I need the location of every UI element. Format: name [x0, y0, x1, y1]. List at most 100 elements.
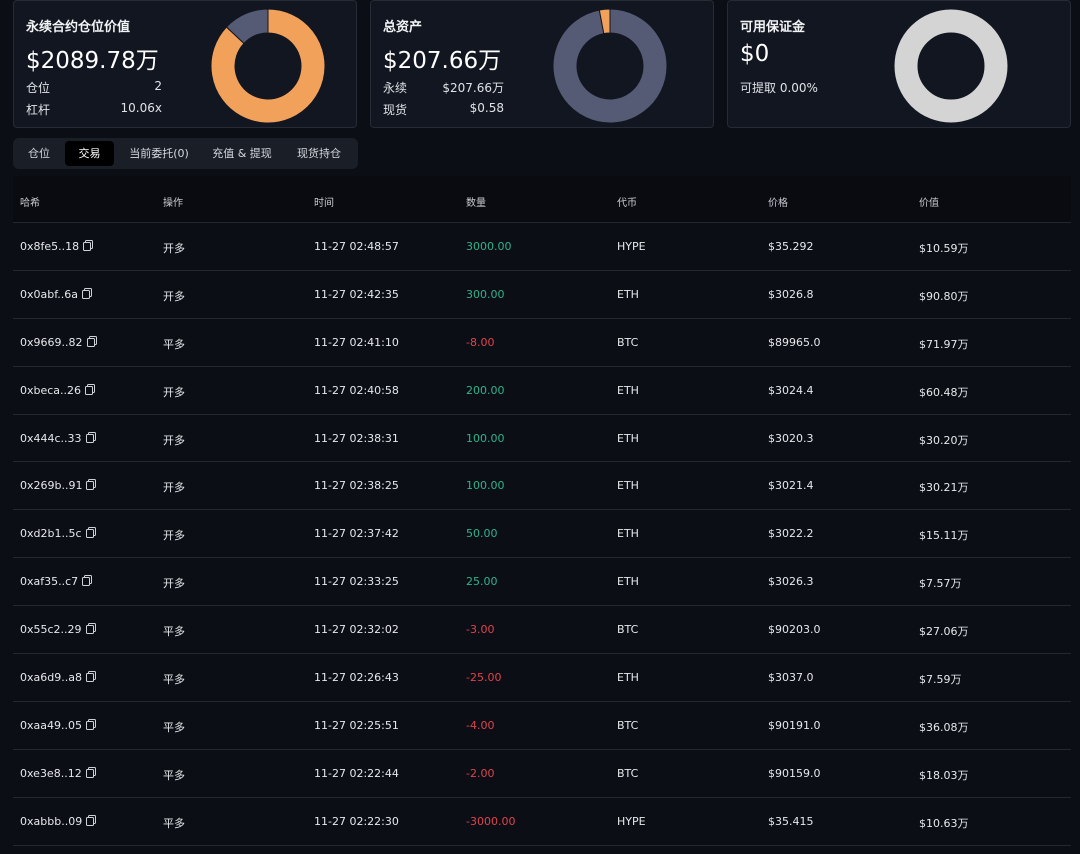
token-cell: BTC — [617, 623, 639, 637]
hash-link[interactable]: 0xabbb..09 — [20, 814, 83, 828]
table-row: 0x8fe5..18 开多 11-27 02:48:57 3000.00 HYP… — [13, 223, 1071, 271]
quantity-cell: -2.00 — [466, 766, 495, 780]
action-cell: 开多 — [163, 577, 185, 591]
value-cell: $18.03万 — [919, 768, 969, 782]
total-perp-value: $207.66万 — [442, 81, 504, 95]
hash-cell: 0xd2b1..5c — [20, 527, 96, 541]
tab-trades[interactable]: 交易 — [65, 141, 114, 166]
time-cell: 11-27 02:37:42 — [314, 527, 399, 541]
action-cell: 平多 — [163, 720, 185, 734]
copy-icon[interactable] — [85, 623, 96, 637]
hash-link[interactable]: 0x444c..33 — [20, 431, 82, 445]
value-cell: $7.57万 — [919, 577, 962, 591]
total-perp-label: 永续 — [383, 81, 408, 95]
header-quantity: 数量 — [466, 198, 486, 209]
hash-cell: 0xe3e8..12 — [20, 766, 96, 781]
total-spot-value: $0.58 — [469, 101, 504, 115]
time-cell: 11-27 02:22:44 — [314, 766, 399, 780]
action-cell: 开多 — [163, 289, 185, 303]
copy-icon[interactable] — [85, 431, 96, 446]
price-cell: $3022.2 — [768, 527, 814, 541]
copy-icon[interactable] — [83, 240, 94, 254]
hash-cell: 0x8fe5..18 — [20, 240, 94, 254]
copy-icon[interactable] — [82, 575, 93, 589]
tab-positions[interactable]: 仓位 — [28, 147, 50, 160]
copy-icon[interactable] — [86, 814, 97, 829]
price-cell: $3021.4 — [768, 479, 814, 493]
action-cell: 开多 — [163, 529, 185, 543]
hash-link[interactable]: 0xaa49..05 — [20, 718, 82, 732]
table-row: 0xabbb..09 平多 11-27 02:22:30 -3000.00 HY… — [13, 798, 1071, 846]
token-cell: ETH — [617, 671, 639, 685]
token-cell: BTC — [617, 335, 639, 349]
time-cell: 11-27 02:48:57 — [314, 240, 399, 253]
time-cell: 11-27 02:40:58 — [314, 383, 399, 397]
time-cell: 11-27 02:42:35 — [314, 287, 399, 301]
total-donut-chart — [552, 8, 668, 124]
perp-positions-row: 仓位 2 — [26, 79, 162, 96]
time-cell: 11-27 02:33:25 — [314, 575, 399, 589]
hash-link[interactable]: 0xe3e8..12 — [20, 766, 82, 780]
hash-cell: 0xaf35..c7 — [20, 575, 93, 589]
table-row: 0x269b..91 开多 11-27 02:38:25 100.00 ETH … — [13, 462, 1071, 511]
donut-segment-long — [210, 8, 326, 124]
hash-link[interactable]: 0x9669..82 — [20, 335, 83, 349]
copy-icon[interactable] — [85, 383, 96, 398]
perp-donut-chart — [210, 8, 326, 124]
hash-link[interactable]: 0x269b..91 — [20, 479, 83, 493]
perp-card-value: $2089.78万 — [26, 48, 159, 74]
tab-open-orders[interactable]: 当前委托(0) — [129, 147, 189, 160]
hash-link[interactable]: 0xa6d9..a8 — [20, 671, 82, 685]
hash-link[interactable]: 0xd2b1..5c — [20, 527, 82, 541]
token-cell: ETH — [617, 575, 639, 589]
tab-spot-holdings[interactable]: 现货持仓 — [297, 147, 341, 160]
copy-icon[interactable] — [85, 527, 96, 541]
token-cell: BTC — [617, 766, 639, 780]
quantity-cell: -4.00 — [466, 718, 495, 732]
time-cell: 11-27 02:25:51 — [314, 718, 399, 732]
hash-link[interactable]: 0xbeca..26 — [20, 383, 82, 397]
tab-deposit-withdraw[interactable]: 充值 & 提现 — [212, 147, 272, 160]
quantity-cell: -3000.00 — [466, 814, 516, 828]
quantity-cell: -3.00 — [466, 623, 495, 637]
copy-icon[interactable] — [85, 671, 96, 685]
hash-link[interactable]: 0xaf35..c7 — [20, 575, 79, 589]
header-time: 时间 — [314, 198, 334, 209]
copy-icon[interactable] — [82, 287, 93, 302]
view-tabs: 仓位 交易 当前委托(0) 充值 & 提现 现货持仓 — [13, 138, 358, 169]
value-cell: $15.11万 — [919, 529, 969, 543]
action-cell: 平多 — [163, 816, 185, 830]
quantity-cell: 25.00 — [466, 575, 498, 589]
action-cell: 开多 — [163, 433, 185, 447]
perp-position-card: 永续合约仓位价值 $2089.78万 仓位 2 杠杆 10.06x — [13, 0, 357, 128]
donut-segment-spot — [598, 8, 611, 35]
trades-table: 哈希 操作 时间 数量 代币 价格 价值 0x8fe5..18 开多 11-27… — [13, 176, 1071, 846]
time-cell: 11-27 02:38:25 — [314, 479, 399, 493]
donut-segment-perp — [552, 8, 668, 124]
price-cell: $3020.3 — [768, 431, 814, 445]
value-cell: $7.59万 — [919, 673, 962, 687]
price-cell: $3026.8 — [768, 287, 814, 301]
price-cell: $3037.0 — [768, 671, 814, 685]
total-perp-row: 永续 $207.66万 — [383, 79, 504, 96]
copy-icon[interactable] — [86, 479, 97, 493]
donut-segment-short — [225, 8, 269, 45]
hash-link[interactable]: 0x0abf..6a — [20, 287, 79, 301]
copy-icon[interactable] — [85, 766, 96, 781]
hash-link[interactable]: 0x8fe5..18 — [20, 240, 80, 253]
token-cell: ETH — [617, 527, 639, 541]
token-cell: BTC — [617, 718, 639, 732]
hash-cell: 0x55c2..29 — [20, 623, 96, 637]
value-cell: $10.63万 — [919, 816, 969, 830]
table-body: 0x8fe5..18 开多 11-27 02:48:57 3000.00 HYP… — [13, 223, 1071, 846]
copy-icon[interactable] — [86, 335, 97, 350]
quantity-cell: 100.00 — [466, 431, 505, 445]
hash-cell: 0xabbb..09 — [20, 814, 97, 829]
time-cell: 11-27 02:32:02 — [314, 623, 399, 637]
value-cell: $30.21万 — [919, 481, 969, 495]
price-cell: $90159.0 — [768, 766, 821, 780]
copy-icon[interactable] — [85, 718, 96, 733]
hash-link[interactable]: 0x55c2..29 — [20, 623, 82, 637]
hash-cell: 0xbeca..26 — [20, 383, 96, 398]
action-cell: 开多 — [163, 385, 185, 399]
